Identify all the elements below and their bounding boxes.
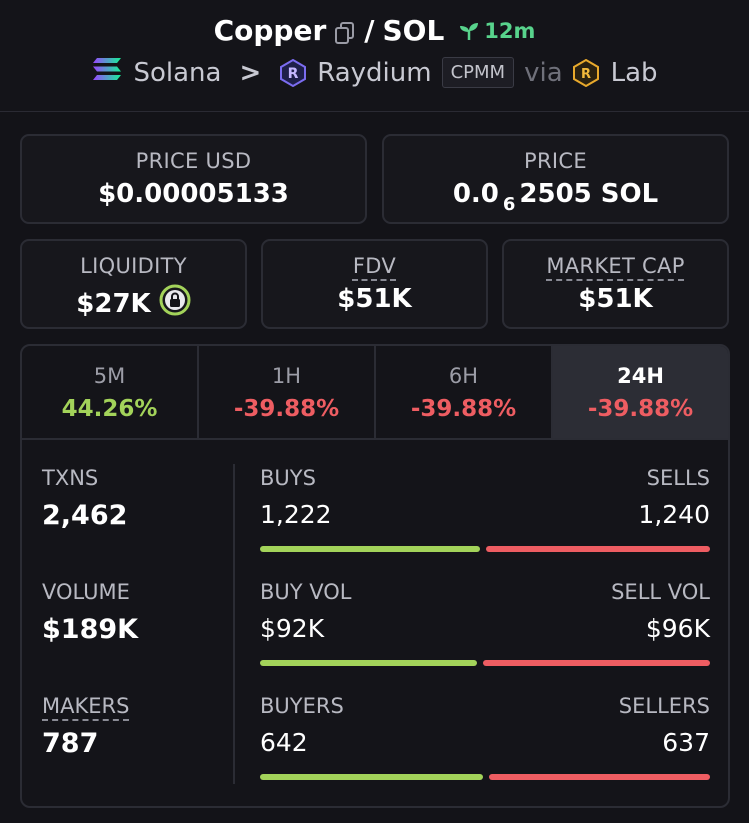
price-usd-label: PRICE USD bbox=[135, 149, 252, 173]
txns-split: BUYS SELLS 1,222 1,240 bbox=[260, 466, 710, 580]
makers-split: BUYERS SELLERS 642 637 bbox=[260, 694, 710, 806]
sellers-label: SELLERS bbox=[618, 694, 710, 718]
sell-vol-value: $96K bbox=[645, 614, 710, 643]
raydium-icon: R bbox=[279, 58, 307, 87]
buy-vol-value: $92K bbox=[260, 614, 325, 643]
pair-age: 12m bbox=[458, 19, 535, 43]
via-text: via bbox=[524, 57, 563, 88]
makers-value: 787 bbox=[42, 728, 99, 759]
tab-1h[interactable]: 1H -39.88% bbox=[199, 346, 376, 438]
liquidity-label: LIQUIDITY bbox=[80, 254, 187, 278]
buys-label: BUYS bbox=[260, 466, 316, 490]
chain-path: Solana > R Raydium CPMM via R Lab bbox=[0, 56, 749, 89]
market-cap-card: MARKET CAP $51K bbox=[502, 239, 729, 329]
makers-ratio-bar bbox=[260, 774, 710, 780]
price-usd-value: $0.00005133 bbox=[98, 179, 289, 209]
buy-bar bbox=[260, 660, 478, 666]
volume-value: $189K bbox=[42, 614, 139, 645]
price-native-card: PRICE 0.0 6 2505 SOL bbox=[382, 134, 729, 224]
tab-24h[interactable]: 24H -39.88% bbox=[553, 346, 728, 438]
tab-change: 44.26% bbox=[61, 396, 158, 422]
buy-bar bbox=[260, 774, 483, 780]
quote-symbol: SOL bbox=[382, 14, 445, 47]
copy-icon[interactable] bbox=[334, 19, 356, 44]
liquidity-card: LIQUIDITY $27K bbox=[20, 239, 247, 329]
market-cap-label[interactable]: MARKET CAP bbox=[546, 254, 685, 278]
txns-value: 2,462 bbox=[42, 500, 128, 531]
sells-label: SELLS bbox=[646, 466, 710, 490]
tab-change: -39.88% bbox=[410, 396, 517, 422]
lab-icon: R bbox=[572, 58, 601, 87]
pair-separator: / bbox=[364, 14, 375, 47]
price-native-unit: SOL bbox=[600, 179, 659, 209]
txns-metric: TXNS 2,462 bbox=[42, 466, 232, 580]
price-native-value: 0.0 6 2505 SOL bbox=[384, 179, 727, 215]
market-cap-value: $51K bbox=[578, 284, 653, 314]
pool-type-badge: CPMM bbox=[441, 57, 515, 88]
sprout-icon bbox=[460, 22, 479, 40]
fdv-value: $51K bbox=[337, 284, 412, 314]
age-text: 12m bbox=[484, 18, 536, 43]
chevron-right-icon: > bbox=[239, 57, 262, 88]
buyers-value: 642 bbox=[260, 728, 308, 757]
makers-metric: MAKERS 787 bbox=[42, 694, 232, 806]
buy-vol-label: BUY VOL bbox=[260, 580, 352, 604]
price-native-label: PRICE bbox=[524, 149, 587, 173]
buys-value: 1,222 bbox=[260, 500, 332, 529]
tab-5m[interactable]: 5M 44.26% bbox=[22, 346, 199, 438]
pair-header: Copper / SOL 12m Solana > R Raydium CPMM… bbox=[0, 0, 749, 112]
tab-label: 6H bbox=[448, 364, 479, 388]
tab-label: 24H bbox=[617, 364, 664, 388]
price-native-prefix: 0.0 bbox=[452, 179, 499, 209]
solana-icon bbox=[91, 56, 123, 89]
svg-text:R: R bbox=[581, 67, 591, 82]
price-native-zeros: 6 bbox=[502, 193, 516, 215]
fdv-label[interactable]: FDV bbox=[352, 254, 397, 278]
svg-text:R: R bbox=[288, 66, 299, 82]
tab-change: -39.88% bbox=[233, 396, 340, 422]
volume-metric: VOLUME $189K bbox=[42, 580, 232, 694]
fdv-card: FDV $51K bbox=[261, 239, 488, 329]
lock-icon[interactable] bbox=[159, 284, 191, 323]
sellers-value: 637 bbox=[662, 728, 710, 757]
split-column: BUYS SELLS 1,222 1,240 BUY VOL SELL VOL … bbox=[260, 466, 710, 806]
tab-6h[interactable]: 6H -39.88% bbox=[376, 346, 553, 438]
totals-column: TXNS 2,462 VOLUME $189K MAKERS 787 bbox=[42, 466, 232, 806]
volume-label: VOLUME bbox=[42, 580, 130, 604]
tab-label: 1H bbox=[271, 364, 302, 388]
volume-ratio-bar bbox=[260, 660, 710, 666]
trade-stats-panel: 5M 44.26% 1H -39.88% 6H -39.88% 24H -39.… bbox=[20, 344, 730, 808]
sell-bar bbox=[483, 660, 710, 666]
sell-bar bbox=[486, 546, 710, 552]
pair-title: Copper / SOL 12m bbox=[0, 14, 749, 47]
price-usd-card: PRICE USD $0.00005133 bbox=[20, 134, 367, 224]
tab-label: 5M bbox=[93, 364, 126, 388]
column-divider bbox=[233, 464, 235, 784]
timeframe-tabs: 5M 44.26% 1H -39.88% 6H -39.88% 24H -39.… bbox=[22, 346, 728, 440]
dex-name[interactable]: Raydium bbox=[317, 57, 432, 88]
sell-vol-label: SELL VOL bbox=[611, 580, 710, 604]
launchpad-name[interactable]: Lab bbox=[610, 57, 658, 88]
makers-label[interactable]: MAKERS bbox=[42, 694, 130, 718]
txns-ratio-bar bbox=[260, 546, 710, 552]
buy-bar bbox=[260, 546, 481, 552]
price-native-digits: 2505 bbox=[519, 179, 592, 209]
token-symbol[interactable]: Copper bbox=[213, 14, 327, 47]
sells-value: 1,240 bbox=[638, 500, 710, 529]
tab-change: -39.88% bbox=[587, 396, 694, 422]
volume-split: BUY VOL SELL VOL $92K $96K bbox=[260, 580, 710, 694]
buyers-label: BUYERS bbox=[260, 694, 344, 718]
liquidity-value: $27K bbox=[76, 288, 151, 319]
txns-label: TXNS bbox=[42, 466, 99, 490]
chain-name[interactable]: Solana bbox=[133, 57, 222, 88]
liquidity-value-wrap: $27K bbox=[22, 284, 245, 323]
sell-bar bbox=[488, 774, 710, 780]
